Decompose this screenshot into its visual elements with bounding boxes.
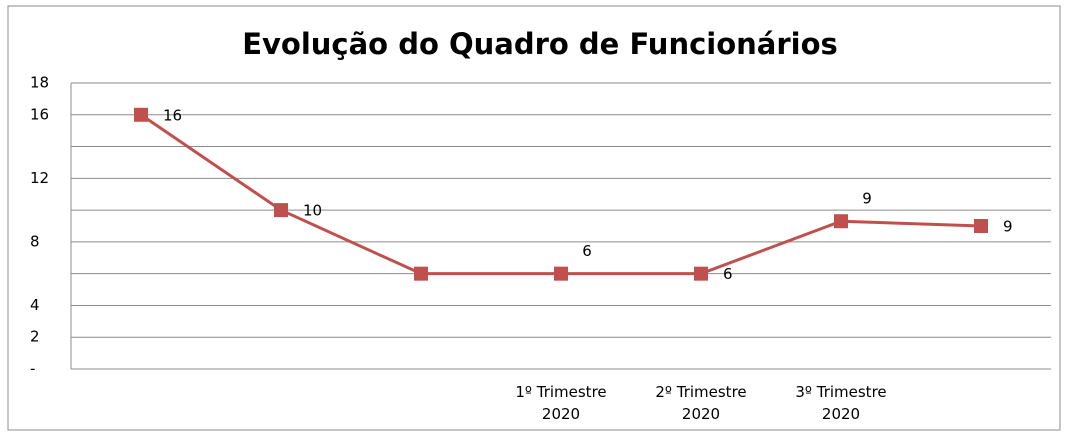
data-label: 10 <box>303 202 322 220</box>
marker <box>974 219 988 233</box>
y-tick-label: 2 <box>30 328 40 346</box>
chart-border <box>7 5 1061 431</box>
data-label: 16 <box>163 106 182 124</box>
y-tick-label: 8 <box>30 232 40 250</box>
x-tick-label: 2º Trimestre 2020 <box>655 383 746 423</box>
data-label: 9 <box>862 190 872 208</box>
y-tick-label: 4 <box>30 296 40 314</box>
data-label: 6 <box>582 242 592 260</box>
marker <box>834 214 848 229</box>
marker <box>554 266 568 281</box>
data-label: 6 <box>723 265 733 283</box>
marker <box>414 266 428 281</box>
x-tick-label: 1º Trimestre 2020 <box>515 383 606 423</box>
x-tick-label: 3º Trimestre 2020 <box>795 383 886 423</box>
data-label: 9 <box>1003 218 1013 236</box>
y-tick-label: - <box>30 360 35 378</box>
chart-title: Evolução do Quadro de Funcionários <box>242 27 838 61</box>
marker <box>694 266 708 281</box>
marker <box>134 107 148 122</box>
y-tick-label: 12 <box>30 169 49 187</box>
y-tick-label: 16 <box>30 105 49 123</box>
marker <box>274 203 288 218</box>
y-tick-label: 18 <box>30 74 49 92</box>
